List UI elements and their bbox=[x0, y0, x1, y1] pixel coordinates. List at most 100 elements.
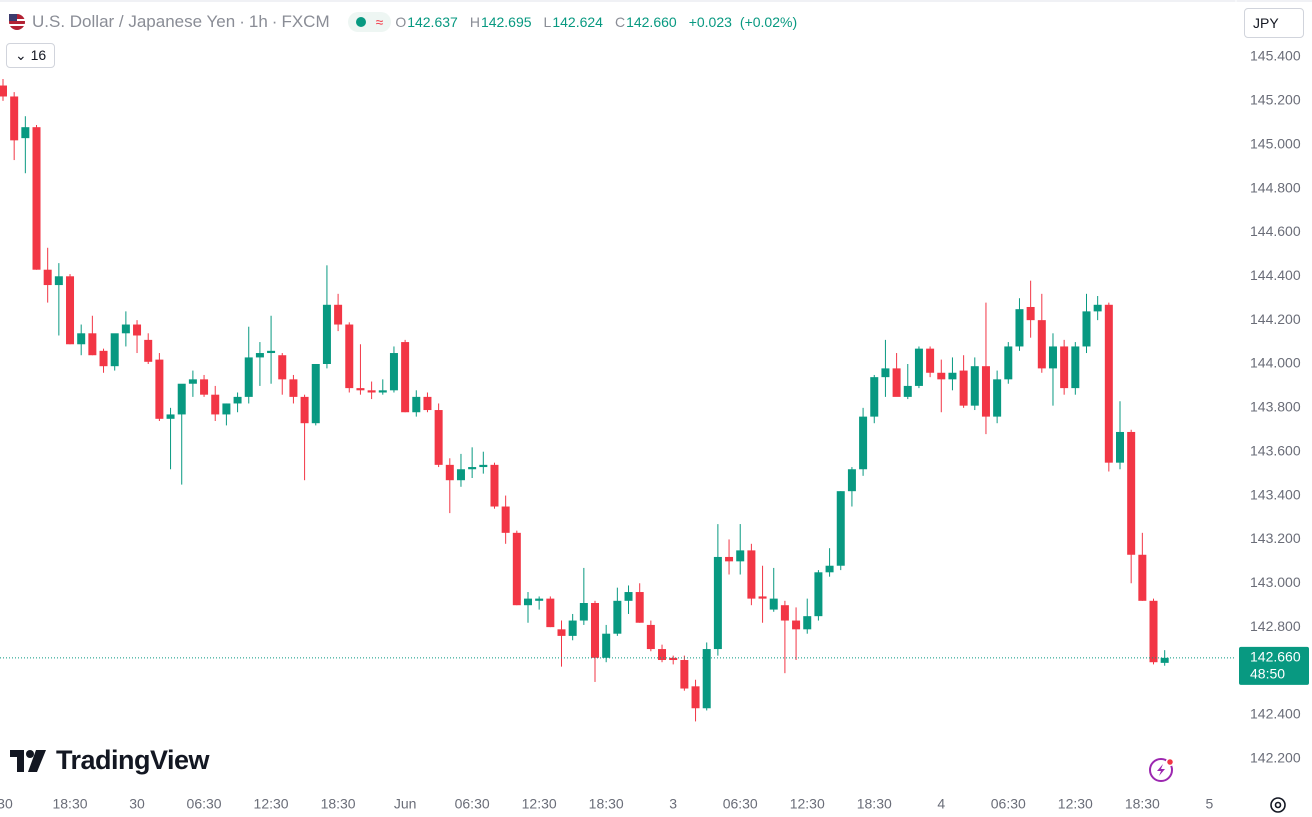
x-tick-label: 18:30 bbox=[52, 796, 87, 812]
y-tick-label: 145.000 bbox=[1250, 135, 1301, 151]
candle-body bbox=[255, 353, 264, 358]
alert-icon[interactable] bbox=[1149, 757, 1175, 782]
candle-body bbox=[669, 657, 678, 661]
candle-body bbox=[401, 342, 410, 413]
gear-outer bbox=[1270, 797, 1286, 813]
candle-body bbox=[21, 127, 30, 139]
candle-body bbox=[970, 366, 979, 406]
candle-body bbox=[356, 388, 365, 391]
candle-body bbox=[792, 620, 801, 630]
candle-body bbox=[881, 368, 890, 378]
ohlc-key: C bbox=[614, 14, 626, 30]
symbol-flag bbox=[9, 14, 25, 30]
ohlc-item: C142.660 bbox=[615, 14, 681, 30]
legend-header: U.S. Dollar / Japanese Yen · 1h · FXCM ≈ O… bbox=[8, 12, 805, 32]
y-tick-label: 144.400 bbox=[1250, 267, 1301, 283]
candle-body bbox=[77, 333, 86, 345]
candle-body bbox=[32, 127, 41, 270]
candle-body bbox=[434, 410, 443, 465]
candle-body bbox=[144, 339, 153, 362]
candle-body bbox=[1060, 346, 1069, 389]
candle-body bbox=[188, 379, 197, 384]
candle-body bbox=[981, 366, 990, 417]
source: FXCM bbox=[281, 12, 330, 31]
settings-icon[interactable] bbox=[1270, 797, 1286, 813]
candle-body bbox=[267, 350, 276, 354]
x-tick-label: 06:30 bbox=[723, 796, 758, 812]
candle-body bbox=[1071, 346, 1080, 389]
candle-body bbox=[378, 390, 387, 393]
candle-body bbox=[367, 390, 376, 393]
ohlc-value: 142.695 bbox=[480, 14, 532, 30]
ohlc-value: 142.624 bbox=[552, 14, 603, 30]
candle-body bbox=[0, 85, 7, 97]
candle-body bbox=[1138, 554, 1147, 601]
y-tick-label: 144.600 bbox=[1250, 223, 1301, 239]
candle-body bbox=[311, 363, 320, 424]
x-tick-label: 18:30 bbox=[589, 796, 624, 812]
x-tick-label: 5 bbox=[1205, 796, 1213, 812]
candle-body bbox=[691, 686, 700, 709]
candle-body bbox=[1015, 309, 1024, 347]
candle-body bbox=[133, 324, 142, 336]
x-tick-label: 18:30 bbox=[857, 796, 892, 812]
market-status: ≈ bbox=[347, 12, 392, 32]
x-tick-label: 30 bbox=[129, 796, 145, 812]
candle-body bbox=[412, 396, 421, 413]
candle-body bbox=[825, 565, 834, 573]
candle-body bbox=[1037, 320, 1046, 369]
candle-body bbox=[725, 556, 734, 562]
candle-body bbox=[959, 370, 968, 406]
candle-body bbox=[1048, 346, 1057, 369]
indicators-count: 16 bbox=[30, 47, 47, 63]
y-tick-label: 142.400 bbox=[1250, 706, 1301, 722]
x-tick-label: Jun bbox=[394, 796, 417, 812]
ohlc-value: 142.660 bbox=[626, 14, 677, 30]
y-tick-label: 143.400 bbox=[1250, 486, 1301, 502]
interval: 1h bbox=[248, 12, 268, 31]
ohlc-item: H142.695 bbox=[470, 14, 536, 30]
candle-body bbox=[501, 506, 510, 533]
candle-body bbox=[200, 379, 209, 395]
candle-body bbox=[713, 556, 722, 650]
candle-body bbox=[222, 403, 231, 415]
candle-body bbox=[110, 333, 119, 367]
candle-body bbox=[736, 550, 745, 562]
candle-body bbox=[10, 96, 19, 141]
candle-body bbox=[490, 464, 499, 507]
candle-body bbox=[859, 416, 868, 470]
candle-body bbox=[1026, 306, 1035, 321]
candle-body bbox=[803, 616, 812, 630]
candle-body bbox=[1160, 657, 1169, 663]
candle-body bbox=[613, 600, 622, 634]
candle-body bbox=[1004, 346, 1013, 380]
candle-body bbox=[456, 469, 465, 481]
indicators-toggle[interactable]: ⌄ 16 bbox=[6, 43, 56, 68]
brand-name: TradingView bbox=[56, 745, 210, 775]
candle-body bbox=[780, 605, 789, 621]
x-tick-label: 18:30 bbox=[1125, 796, 1160, 812]
candle-body bbox=[602, 633, 611, 658]
candle-body bbox=[769, 598, 778, 610]
alert-dot bbox=[1165, 757, 1175, 767]
candle-body bbox=[1116, 431, 1124, 463]
brand-mark bbox=[10, 749, 46, 772]
candle-body bbox=[1093, 304, 1102, 312]
ohlc-key: O bbox=[395, 14, 407, 30]
candle-body bbox=[166, 414, 175, 419]
candle-body bbox=[334, 304, 343, 325]
candle-body bbox=[557, 629, 566, 636]
gear-inner bbox=[1274, 801, 1282, 809]
currency-button[interactable]: JPY bbox=[1244, 8, 1304, 38]
x-tick-label: 18:30 bbox=[321, 796, 356, 812]
candle-body bbox=[523, 598, 532, 606]
x-tick-label: 12:30 bbox=[254, 796, 289, 812]
candle-body bbox=[512, 532, 521, 606]
ohlc-item: O142.637 bbox=[395, 14, 462, 30]
y-tick-label: 145.200 bbox=[1250, 92, 1301, 108]
x-tick-label: 06:30 bbox=[187, 796, 222, 812]
candle-body bbox=[993, 379, 1002, 417]
candle-body bbox=[1104, 304, 1113, 463]
candle-body bbox=[1082, 311, 1091, 347]
